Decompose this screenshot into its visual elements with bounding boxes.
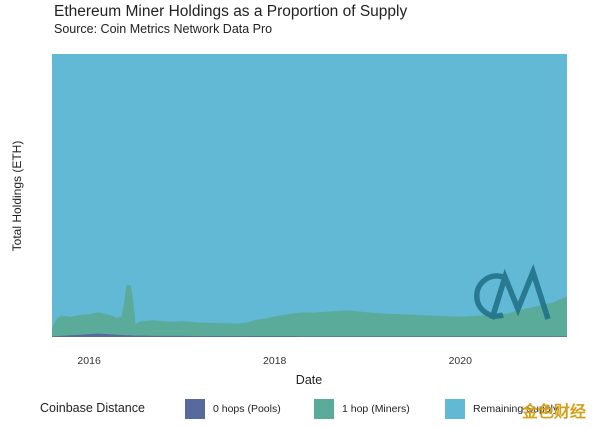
chart-title: Ethereum Miner Holdings as a Proportion … [54,3,408,20]
watermark-caption: 金色财经 [522,404,587,421]
coin-metrics-logo [474,263,551,320]
legend-item-miners: 1 hop (Miners) [314,398,410,420]
x-tick-label: 2016 [77,355,101,367]
legend-swatch-pools [185,399,205,419]
x-tick-label: 2020 [449,355,473,367]
chart-subtitle: Source: Coin Metrics Network Data Pro [54,22,273,36]
legend-swatch-remaining [445,399,465,419]
legend-item-remaining: Remaining Supply [445,398,558,420]
x-axis-label: Date [295,373,323,387]
legend-swatch-miners [314,399,334,419]
legend-label-miners: 1 hop (Miners) [342,403,410,415]
legend-label-pools: 0 hops (Pools) [213,403,281,415]
x-tick-label: 2018 [263,355,287,367]
legend-label-remaining: Remaining Supply [473,403,559,415]
area-pools [52,333,567,337]
legend-item-pools: 0 hops (Pools) [185,398,281,420]
area-remaining-supply [52,54,567,337]
area-miners [52,284,567,337]
x-ticks: 2016 2018 2020 [77,355,472,367]
area-layers [52,54,567,337]
legend-title: Coinbase Distance [40,401,145,415]
